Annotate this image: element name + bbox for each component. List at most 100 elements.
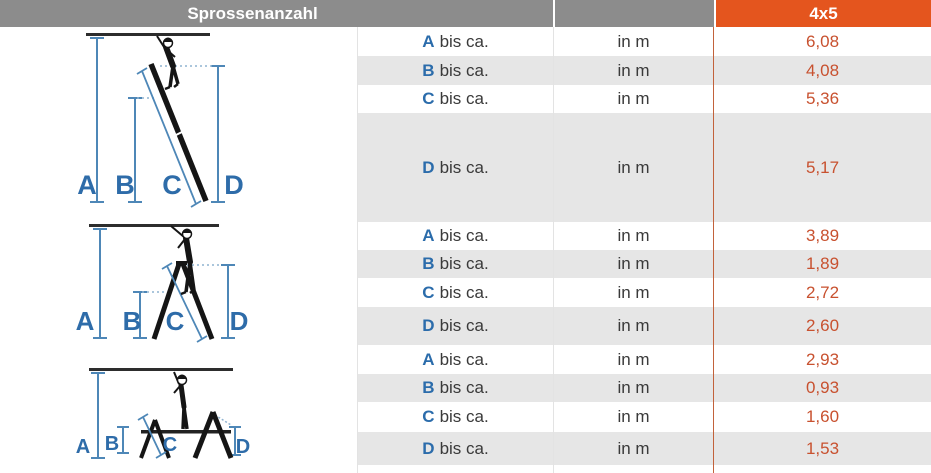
stub-cell [357, 465, 553, 473]
bis-ca-text: bis ca. [439, 226, 489, 245]
dimension-value: 1,60 [713, 402, 931, 432]
dim-letter-d: D [230, 306, 249, 336]
stub-cell [553, 465, 713, 473]
bis-ca-text: bis ca. [439, 157, 489, 177]
table-header: Sprossenanzahl 4x5 [0, 0, 931, 27]
header-empty-cell [555, 0, 714, 27]
dimension-letter: D [422, 316, 435, 335]
unit-label: in m [553, 222, 713, 250]
unit-label: in m [553, 27, 713, 56]
dimension-letter: B [422, 378, 435, 397]
bis-ca-text: bis ca. [439, 282, 489, 302]
bis-ca-text: bis ca. [439, 254, 489, 273]
bis-ca-text: bis ca. [439, 316, 489, 335]
dimension-letter: A [422, 349, 435, 369]
dimension-value: 5,36 [713, 85, 931, 113]
dimension-value: 0,93 [713, 374, 931, 402]
person-figure [170, 225, 196, 296]
dim-letter-d: D [236, 436, 250, 458]
dimension-value: 2,93 [713, 345, 931, 374]
dimension-value: 5,17 [713, 113, 931, 222]
bis-ca-text: bis ca. [439, 378, 489, 397]
unit-label: in m [553, 85, 713, 113]
dim-letter-a: A [76, 306, 95, 336]
illustration-column: A B C D [0, 27, 357, 473]
dim-letter-a: A [76, 436, 90, 458]
dimension-letter: D [422, 438, 435, 458]
dimension-letter: B [422, 60, 435, 80]
dimension-value: 6,08 [713, 27, 931, 56]
dim-letter-c: C [166, 306, 185, 336]
bis-ca-text: bis ca. [439, 60, 489, 80]
dim-letter-a: A [77, 170, 97, 200]
platform-trestle-illustration: A B C D [76, 368, 250, 459]
header-size-4x5: 4x5 [716, 0, 931, 27]
dimension-value: 1,53 [713, 432, 931, 465]
dim-letter-b: B [123, 306, 142, 336]
table-row-stub [357, 465, 931, 473]
unit-label: in m [553, 250, 713, 278]
unit-label: in m [553, 374, 713, 402]
bis-ca-text: bis ca. [439, 89, 489, 108]
dim-letter-b: B [115, 170, 135, 200]
dimension-value: 4,08 [713, 56, 931, 85]
dimension-letter: C [422, 407, 435, 426]
unit-label: in m [553, 113, 713, 222]
dimension-letter: C [422, 282, 435, 302]
dimension-value: 1,89 [713, 250, 931, 278]
dimension-value: 3,89 [713, 222, 931, 250]
dim-letter-c: C [162, 170, 182, 200]
header-divider [553, 0, 555, 27]
dimension-letter: B [422, 254, 435, 273]
stub-cell [713, 465, 931, 473]
dimension-value: 2,72 [713, 278, 931, 307]
dim-letter-c: C [163, 434, 177, 456]
bis-ca-text: bis ca. [439, 31, 489, 51]
leaning-ladder-illustration: A B C D [77, 33, 244, 208]
bis-ca-text: bis ca. [439, 407, 489, 426]
dimension-letter: A [422, 31, 435, 51]
stepladder-illustration: A B C D [76, 224, 249, 343]
bis-ca-text: bis ca. [439, 349, 489, 369]
bis-ca-text: bis ca. [439, 438, 489, 458]
table-body: A B C D [0, 27, 931, 473]
person-figure [156, 35, 180, 91]
dimension-letter: A [422, 226, 435, 245]
unit-label: in m [553, 402, 713, 432]
dimension-value: 2,60 [713, 307, 931, 345]
dim-letter-d: D [224, 170, 244, 200]
header-divider [714, 0, 716, 27]
dimension-letter: C [422, 89, 435, 108]
header-sprossenanzahl: Sprossenanzahl [0, 0, 553, 27]
dimension-letter: D [422, 157, 435, 177]
unit-label: in m [553, 345, 713, 374]
unit-label: in m [553, 432, 713, 465]
dim-letter-b: B [105, 433, 119, 455]
